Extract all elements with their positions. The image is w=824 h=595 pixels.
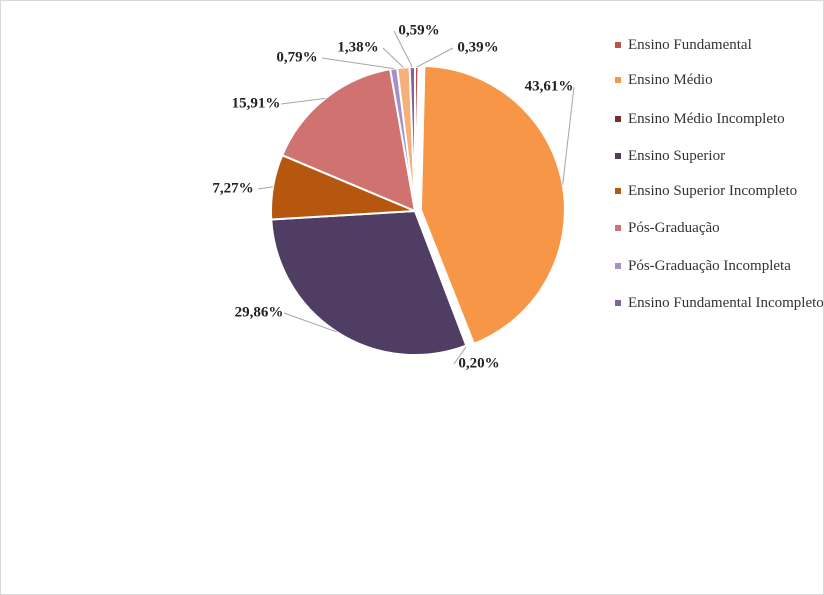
leader-line bbox=[321, 57, 394, 70]
pie-slice bbox=[280, 68, 417, 213]
legend-item: Ensino Fundamental Incompleto bbox=[615, 295, 824, 312]
legend-item: Ensino Médio Incompleto bbox=[615, 111, 823, 128]
leader-line bbox=[280, 97, 326, 105]
legend-swatch bbox=[615, 42, 621, 48]
data-label: 43,61% bbox=[525, 78, 574, 94]
legend-swatch bbox=[615, 77, 621, 83]
legend-label: Ensino Superior bbox=[628, 148, 726, 164]
legend-item: Ensino Fundamental bbox=[615, 37, 823, 54]
leader-line bbox=[382, 47, 404, 68]
legend-label: Ensino Médio bbox=[628, 72, 713, 88]
data-label: 29,86% bbox=[235, 304, 284, 320]
legend-item: Ensino Superior Incompleto bbox=[615, 183, 823, 200]
leader-line bbox=[283, 312, 338, 333]
data-label: 7,27% bbox=[212, 180, 253, 196]
legend-label: Pós-Graduação bbox=[628, 220, 720, 236]
legend-swatch bbox=[615, 153, 621, 159]
legend-swatch bbox=[615, 116, 621, 122]
data-label: 1,38% bbox=[337, 39, 378, 55]
leader-line bbox=[257, 186, 274, 190]
legend-item: Ensino Superior bbox=[615, 148, 823, 165]
leader-line bbox=[393, 30, 413, 68]
leader-line bbox=[453, 344, 468, 365]
legend-item: Pós-Graduação bbox=[615, 220, 823, 237]
leader-line bbox=[416, 47, 454, 68]
data-label: 0,20% bbox=[458, 355, 499, 371]
legend-swatch bbox=[615, 225, 621, 231]
data-label: 0,79% bbox=[276, 49, 317, 65]
legend-label: Ensino Fundamental Incompleto bbox=[628, 295, 824, 311]
legend-swatch bbox=[615, 188, 621, 194]
data-label: 15,91% bbox=[232, 95, 281, 111]
leader-line bbox=[562, 86, 575, 185]
data-label: 0,39% bbox=[457, 39, 498, 55]
legend-swatch bbox=[615, 263, 621, 269]
legend-label: Ensino Fundamental bbox=[628, 37, 752, 53]
legend-label: Pós-Graduação Incompleta bbox=[628, 258, 791, 274]
legend-swatch bbox=[615, 300, 621, 306]
legend-label: Ensino Superior Incompleto bbox=[628, 183, 798, 199]
legend-item: Pós-Graduação Incompleta bbox=[615, 258, 823, 275]
legend-label: Ensino Médio Incompleto bbox=[628, 111, 785, 127]
legend-item: Ensino Médio bbox=[615, 72, 823, 89]
data-label: 0,59% bbox=[398, 22, 439, 38]
